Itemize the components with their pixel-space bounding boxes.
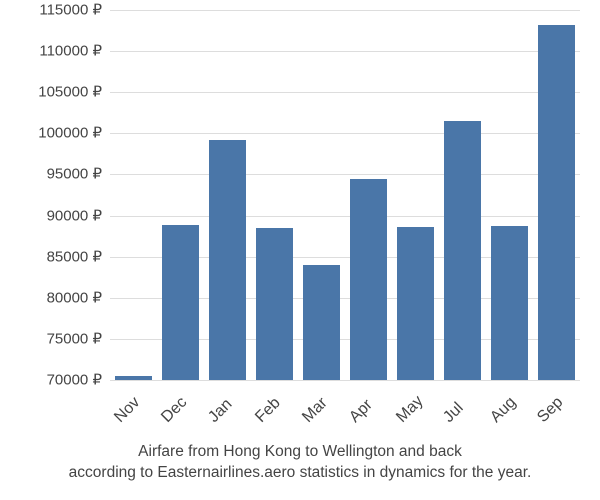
caption-line-1: Airfare from Hong Kong to Wellington and… (14, 442, 586, 463)
y-tick-label: 105000 ₽ (38, 85, 102, 100)
y-tick-label: 70000 ₽ (47, 373, 102, 388)
bar-series (110, 10, 580, 380)
y-tick-label: 90000 ₽ (47, 208, 102, 223)
airfare-bar-chart: 70000 ₽ 75000 ₽ 80000 ₽ 85000 ₽ 90000 ₽ 95000… (0, 0, 600, 500)
bar-jul (444, 121, 481, 380)
y-tick-label: 75000 ₽ (47, 331, 102, 346)
plot-area (110, 10, 580, 380)
bar-mar (303, 265, 340, 380)
y-tick-label: 80000 ₽ (47, 290, 102, 305)
caption-line-2: according to Easternairlines.aero statis… (14, 463, 586, 484)
bar-dec (162, 225, 199, 380)
bar-sep (538, 25, 575, 380)
grid-line (110, 380, 580, 381)
chart-caption: Airfare from Hong Kong to Wellington and… (0, 442, 600, 484)
y-tick-label: 100000 ₽ (38, 126, 102, 141)
bar-nov (115, 376, 152, 380)
x-axis-labels: NovDecJanFebMarAprMayJulAugSep (110, 386, 580, 446)
bar-jan (209, 140, 246, 380)
y-tick-label: 110000 ₽ (39, 44, 102, 59)
y-tick-label: 115000 ₽ (39, 3, 102, 18)
bar-may (397, 227, 434, 380)
y-tick-label: 85000 ₽ (47, 249, 102, 264)
y-tick-label: 95000 ₽ (47, 167, 102, 182)
bar-feb (256, 228, 293, 380)
bar-aug (491, 226, 528, 380)
bar-apr (350, 179, 387, 380)
